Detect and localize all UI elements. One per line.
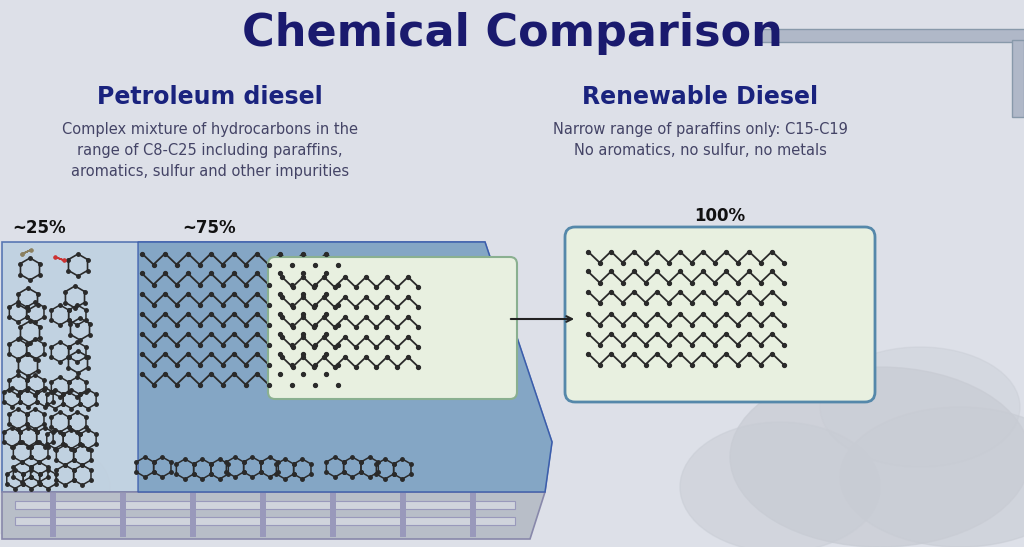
FancyBboxPatch shape	[565, 227, 874, 402]
Text: Narrow range of paraffins only: C15-C19
No aromatics, no sulfur, no metals: Narrow range of paraffins only: C15-C19 …	[553, 122, 848, 158]
Bar	[15, 501, 515, 509]
Text: Petroleum diesel: Petroleum diesel	[97, 85, 323, 109]
Ellipse shape	[840, 407, 1024, 547]
Text: Chemical Comparison: Chemical Comparison	[242, 12, 782, 55]
Ellipse shape	[730, 367, 1024, 547]
Text: ~25%: ~25%	[12, 219, 66, 237]
Bar	[120, 493, 126, 537]
Ellipse shape	[820, 347, 1020, 467]
Bar	[330, 493, 336, 537]
Polygon shape	[2, 492, 545, 539]
Ellipse shape	[0, 437, 110, 537]
Bar	[400, 493, 406, 537]
Polygon shape	[2, 242, 552, 492]
Bar	[1012, 40, 1024, 117]
Bar	[190, 493, 196, 537]
Bar	[260, 493, 266, 537]
Bar	[755, 29, 1024, 42]
Bar	[50, 493, 56, 537]
Text: Renewable Diesel: Renewable Diesel	[582, 85, 818, 109]
Text: ~75%: ~75%	[182, 219, 236, 237]
Ellipse shape	[680, 422, 880, 547]
Text: Complex mixture of hydrocarbons in the
range of C8-C25 including paraffins,
arom: Complex mixture of hydrocarbons in the r…	[62, 122, 358, 179]
Text: 100%: 100%	[694, 207, 745, 225]
Polygon shape	[138, 242, 552, 492]
FancyBboxPatch shape	[268, 257, 517, 399]
Bar	[15, 517, 515, 525]
Bar	[470, 493, 476, 537]
